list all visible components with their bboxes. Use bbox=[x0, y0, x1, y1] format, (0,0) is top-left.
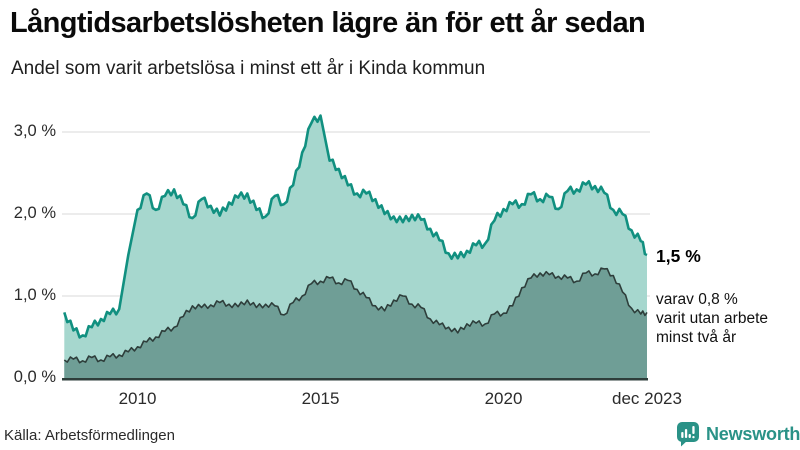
y-tick-label: 2,0 % bbox=[13, 204, 56, 222]
x-tick-label: 2015 bbox=[301, 389, 340, 408]
line-series-0 bbox=[63, 114, 648, 339]
source-credit: Källa: Arbetsförmedlingen bbox=[4, 427, 175, 444]
end-value-label: 1,5 % bbox=[656, 246, 701, 266]
newsworthy-logo-text: Newsworthy bbox=[706, 423, 800, 444]
page-title: Långtidsarbetslösheten lägre än för ett … bbox=[10, 7, 646, 39]
annotation-note-line: varav 0,8 % bbox=[656, 291, 738, 308]
newsworthy-icon bbox=[677, 422, 699, 447]
x-tick-label: 2010 bbox=[118, 389, 157, 408]
x-tick-label: dec 2023 bbox=[611, 389, 682, 408]
annotation-note: varav 0,8 % varit utan arbete minst två … bbox=[656, 290, 768, 347]
series-areas bbox=[63, 114, 648, 378]
newsworthy-logo: Newsworthy bbox=[676, 421, 800, 447]
y-tick-label: 1,0 % bbox=[13, 286, 56, 304]
annotation-note-line: varit utan arbete bbox=[656, 310, 769, 327]
line-series-1 bbox=[63, 267, 648, 364]
y-tick-label: 0,0 % bbox=[13, 368, 56, 386]
area-fill-series-1 bbox=[64, 268, 648, 378]
chart-subtitle: Andel som varit arbetslösa i minst ett å… bbox=[11, 58, 486, 79]
annotation-note-line: minst två år bbox=[656, 329, 737, 346]
x-tick-label: 2020 bbox=[484, 389, 523, 408]
y-tick-label: 3,0 % bbox=[13, 122, 56, 140]
